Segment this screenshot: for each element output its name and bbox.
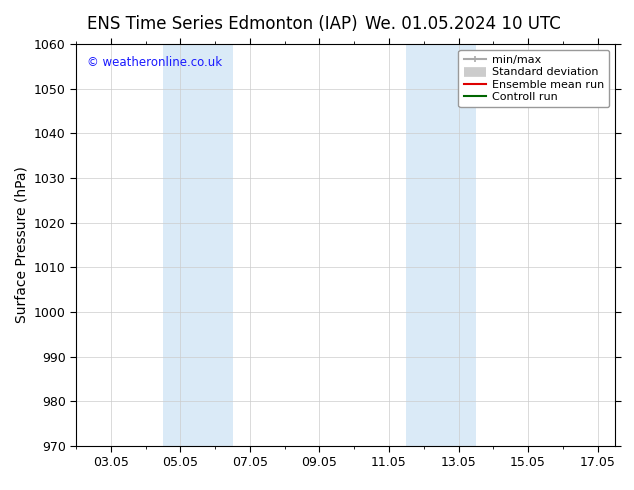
Text: © weatheronline.co.uk: © weatheronline.co.uk xyxy=(87,56,222,69)
Legend: min/max, Standard deviation, Ensemble mean run, Controll run: min/max, Standard deviation, Ensemble me… xyxy=(458,49,609,107)
Text: We. 01.05.2024 10 UTC: We. 01.05.2024 10 UTC xyxy=(365,15,560,33)
Y-axis label: Surface Pressure (hPa): Surface Pressure (hPa) xyxy=(14,167,29,323)
Text: ENS Time Series Edmonton (IAP): ENS Time Series Edmonton (IAP) xyxy=(87,15,357,33)
Bar xyxy=(406,44,476,446)
Bar xyxy=(163,44,233,446)
